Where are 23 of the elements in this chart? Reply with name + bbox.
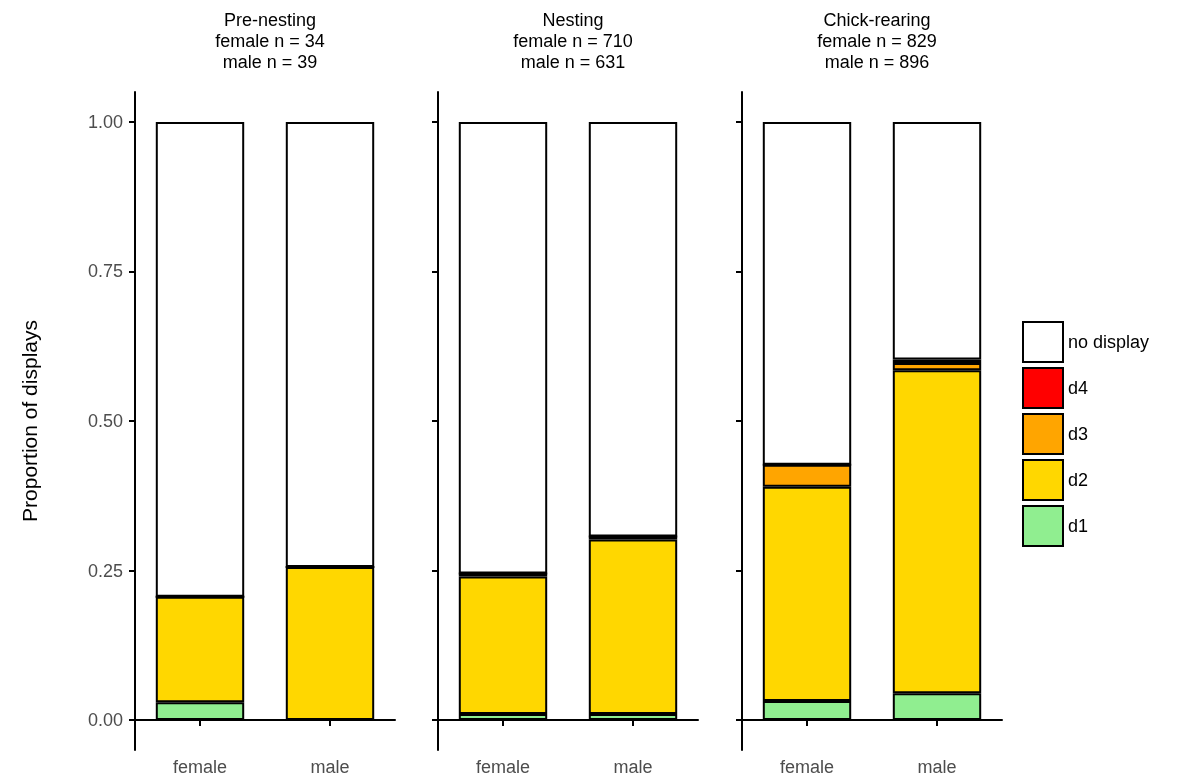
chart-title: Nesting female n = 710 male n = 631 (513, 9, 633, 72)
x-tick-label: female (779, 757, 835, 777)
y-tick-label: 0.50 (87, 411, 123, 431)
chart-title: Chick-rearing female n = 829 male n = 896 (817, 9, 937, 72)
y-tick-label: 0.75 (87, 261, 123, 282)
x-tick-label: female (475, 757, 531, 777)
chart-title: Pre-nesting female n = 34 male n = 39 (215, 9, 325, 72)
x-tick-label: female (172, 757, 228, 777)
y-tick-label: 1.00 (87, 111, 123, 132)
bar (588, 121, 678, 537)
legend-label: no display (1068, 332, 1150, 352)
x-tick-label: male (310, 757, 350, 777)
legend-label: d4 (1068, 378, 1089, 398)
y-tick-label: 0.00 (87, 710, 123, 731)
bar (892, 121, 982, 360)
x-tick-label: male (613, 757, 653, 777)
legend-label: d2 (1068, 470, 1089, 490)
x-tick-label: male (917, 757, 957, 777)
bar (458, 121, 548, 574)
legend-label: d1 (1068, 516, 1089, 536)
legend-label: d3 (1068, 424, 1089, 444)
y-axis-title: Proportion of displays (18, 320, 41, 522)
y-tick-label: 0.25 (87, 560, 123, 581)
